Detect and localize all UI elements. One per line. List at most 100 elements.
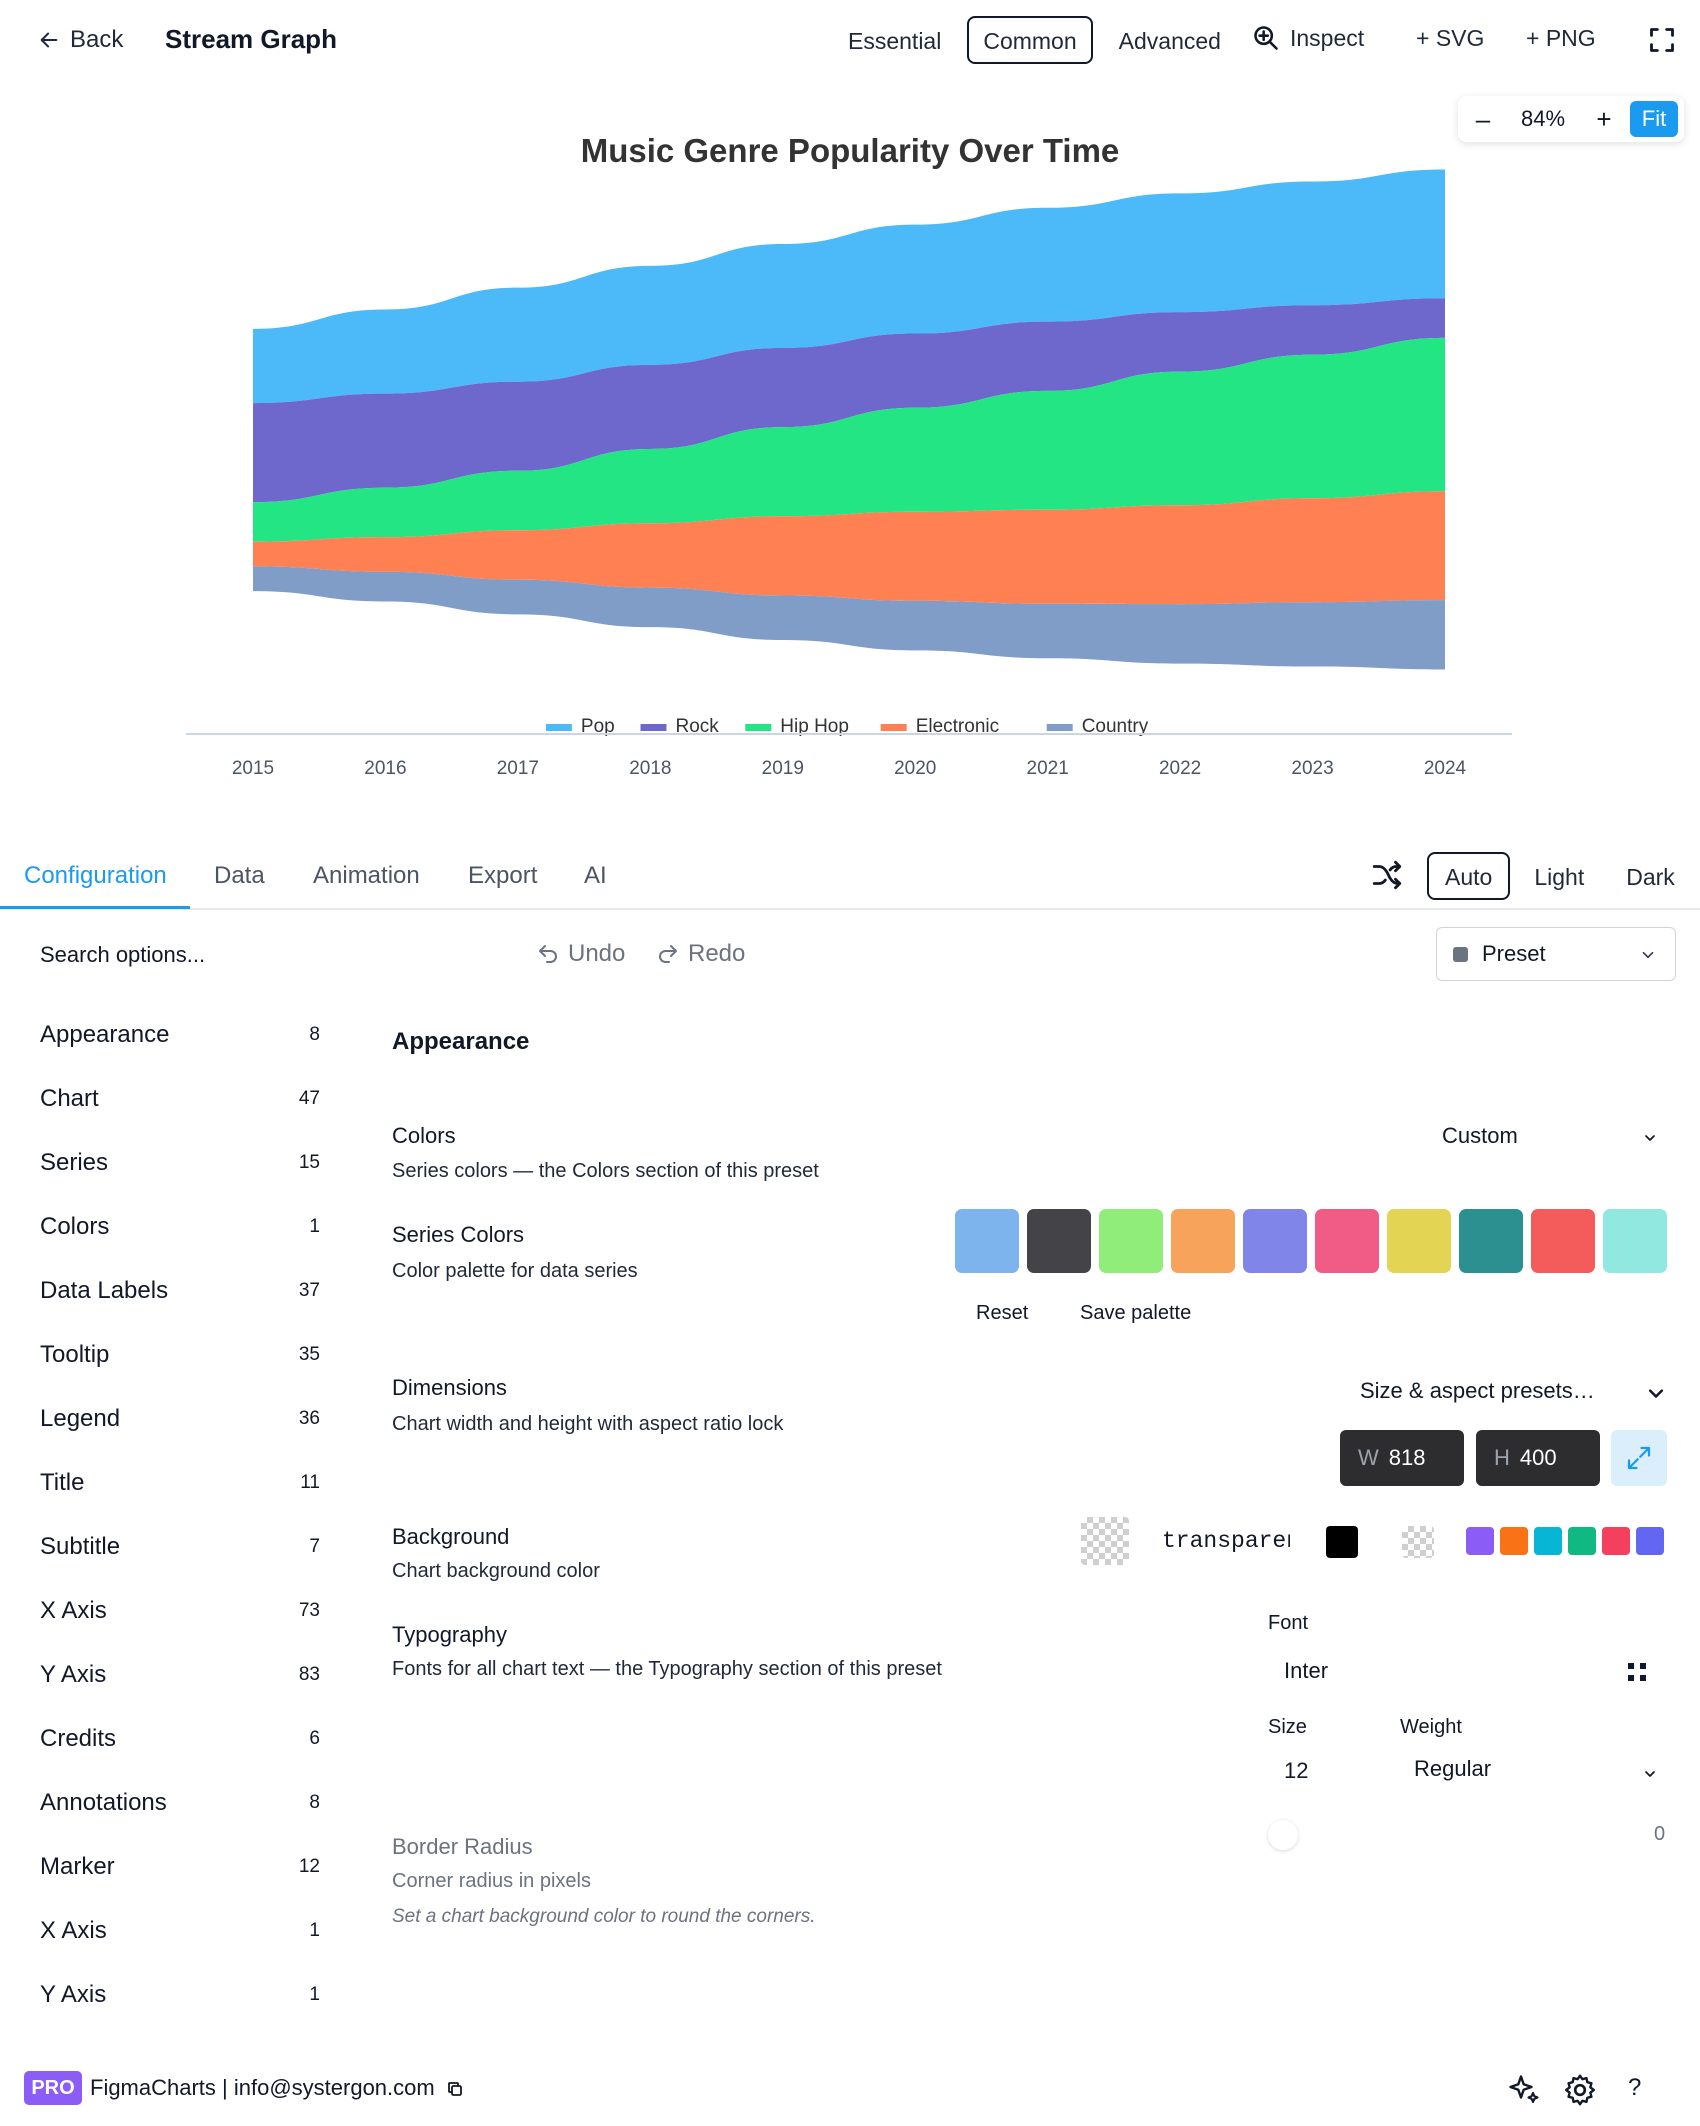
series-color-swatch-5[interactable]: [1243, 1209, 1307, 1273]
font-family-select[interactable]: Inter: [1284, 1658, 1329, 1683]
sidebar-item-y-axis[interactable]: Y Axis 1: [40, 1975, 320, 2015]
sidebar-item-label: Tooltip: [40, 1341, 110, 1368]
sidebar-item-data-labels[interactable]: Data Labels 37: [40, 1271, 320, 1311]
help-button[interactable]: ?: [1628, 2074, 1642, 2101]
theme-light-button[interactable]: Light: [1534, 864, 1585, 890]
series-color-swatch-3[interactable]: [1099, 1209, 1163, 1273]
dimensions-label: Dimensions: [392, 1375, 507, 1400]
sparkle-icon[interactable]: [1506, 2072, 1542, 2108]
theme-dark-button[interactable]: Dark: [1626, 864, 1675, 890]
sidebar-item-annotations[interactable]: Annotations 8: [40, 1783, 320, 1823]
sidebar-item-colors[interactable]: Colors 1: [40, 1207, 320, 1247]
copy-icon[interactable]: [446, 2080, 464, 2098]
tab-configuration[interactable]: Configuration: [24, 862, 167, 889]
chart-title: Music Genre Popularity Over Time: [581, 132, 1120, 169]
background-color-input[interactable]: [1162, 1524, 1290, 1558]
legend-item-rock[interactable]: Rock: [640, 716, 720, 737]
reset-palette-button[interactable]: Reset: [976, 1302, 1029, 1324]
sidebar-item-y-axis[interactable]: Y Axis 83: [40, 1655, 320, 1695]
chevron-down-icon: [1648, 1389, 1664, 1398]
zoom-in-icon: [1254, 26, 1278, 50]
font-size-input[interactable]: 12: [1284, 1758, 1309, 1783]
size-presets-select[interactable]: Size & aspect presets…: [1360, 1374, 1666, 1408]
fullscreen-icon[interactable]: [1648, 26, 1676, 54]
sidebar-item-chart[interactable]: Chart 47: [40, 1079, 320, 1119]
tab-export[interactable]: Export: [468, 862, 538, 889]
legend-item-pop[interactable]: Pop: [545, 716, 615, 737]
zoom-level: 84%: [1520, 106, 1566, 131]
width-input[interactable]: W 818: [1340, 1430, 1464, 1486]
background-transparent-swatch[interactable]: [1402, 1526, 1434, 1558]
sidebar-item-x-axis[interactable]: X Axis 1: [40, 1911, 320, 1951]
inspect-button[interactable]: Inspect: [1252, 24, 1364, 52]
series-color-swatch-7[interactable]: [1387, 1209, 1451, 1273]
zoom-in-button[interactable]: +: [1596, 103, 1612, 134]
redo-icon: [659, 945, 677, 963]
series-color-swatch-6[interactable]: [1315, 1209, 1379, 1273]
sidebar-item-subtitle[interactable]: Subtitle 7: [40, 1527, 320, 1567]
sidebar-item-x-axis[interactable]: X Axis 73: [40, 1591, 320, 1631]
sidebar-item-credits[interactable]: Credits 6: [40, 1719, 320, 1759]
stream-layer-electronic[interactable]: [253, 491, 1445, 605]
background-quick-color-4[interactable]: [1568, 1527, 1596, 1555]
stream-layer-hip-hop[interactable]: [253, 337, 1445, 542]
back-button[interactable]: Back: [38, 24, 123, 56]
stream-layer-country[interactable]: [253, 566, 1445, 670]
sidebar-item-count: 15: [298, 1152, 320, 1173]
sidebar-item-title[interactable]: Title 11: [40, 1463, 320, 1503]
add-png-button[interactable]: + PNG: [1526, 25, 1596, 51]
grid-icon[interactable]: [1628, 1663, 1646, 1681]
zoom-out-button[interactable]: –: [1475, 103, 1491, 134]
sidebar-item-count: 1: [309, 1216, 320, 1237]
stream-layer-rock[interactable]: [253, 298, 1445, 503]
sidebar-item-series[interactable]: Series 15: [40, 1143, 320, 1183]
background-color-preview[interactable]: [1081, 1517, 1129, 1565]
series-color-swatch-8[interactable]: [1459, 1209, 1523, 1273]
mode-advanced-button[interactable]: Advanced: [1118, 28, 1221, 54]
background-quick-color-5[interactable]: [1602, 1527, 1630, 1555]
border-radius-slider[interactable]: [1268, 1820, 1298, 1850]
series-color-swatch-10[interactable]: [1603, 1209, 1667, 1273]
theme-auto-button[interactable]: Auto: [1427, 852, 1511, 900]
colors-mode-select[interactable]: Custom: [1442, 1118, 1658, 1154]
undo-icon: [539, 945, 557, 963]
tab-ai[interactable]: AI: [584, 862, 607, 889]
save-palette-button[interactable]: Save palette: [1080, 1302, 1192, 1324]
search-input[interactable]: [40, 936, 480, 974]
font-weight-select[interactable]: Regular: [1414, 1756, 1658, 1788]
aspect-lock-button[interactable]: [1611, 1430, 1667, 1486]
sidebar-item-marker[interactable]: Marker 12: [40, 1847, 320, 1887]
mode-common-button[interactable]: Common: [967, 16, 1093, 64]
series-color-swatch-9[interactable]: [1531, 1209, 1595, 1273]
background-black-swatch[interactable]: [1326, 1526, 1358, 1558]
sidebar-item-tooltip[interactable]: Tooltip 35: [40, 1335, 320, 1375]
background-quick-color-3[interactable]: [1534, 1527, 1562, 1555]
panel-tabs: Configuration Data Animation Export AI: [0, 850, 1700, 910]
add-svg-button[interactable]: + SVG: [1416, 25, 1485, 51]
series-color-swatch-2[interactable]: [1027, 1209, 1091, 1273]
preset-dropdown[interactable]: Preset: [1436, 927, 1676, 981]
background-quick-color-2[interactable]: [1500, 1527, 1528, 1555]
shuffle-icon[interactable]: [1370, 858, 1404, 892]
page-title: Stream Graph: [165, 24, 337, 54]
background-quick-color-1[interactable]: [1466, 1527, 1494, 1555]
mode-essential-button[interactable]: Essential: [848, 28, 942, 54]
redo-button[interactable]: Redo: [656, 940, 745, 968]
sidebar-item-legend[interactable]: Legend 36: [40, 1399, 320, 1439]
legend-item-electronic[interactable]: Electronic: [880, 716, 999, 737]
legend-item-hip-hop[interactable]: Hip Hop: [745, 716, 849, 737]
sidebar-item-appearance[interactable]: Appearance 8: [40, 1015, 320, 1055]
undo-button[interactable]: Undo: [536, 940, 625, 968]
height-input[interactable]: H 400: [1476, 1430, 1600, 1486]
tab-animation[interactable]: Animation: [313, 862, 420, 889]
sidebar-item-label: Title: [40, 1469, 85, 1496]
tab-data[interactable]: Data: [214, 862, 265, 889]
zoom-fit-button[interactable]: Fit: [1630, 101, 1678, 137]
legend-item-country[interactable]: Country: [1046, 716, 1149, 737]
series-color-swatch-4[interactable]: [1171, 1209, 1235, 1273]
gear-icon[interactable]: [1562, 2072, 1598, 2108]
series-color-swatch-1[interactable]: [955, 1209, 1019, 1273]
active-tab-indicator: [0, 906, 190, 909]
stream-layer-pop[interactable]: [253, 169, 1445, 404]
background-quick-color-6[interactable]: [1636, 1527, 1664, 1555]
